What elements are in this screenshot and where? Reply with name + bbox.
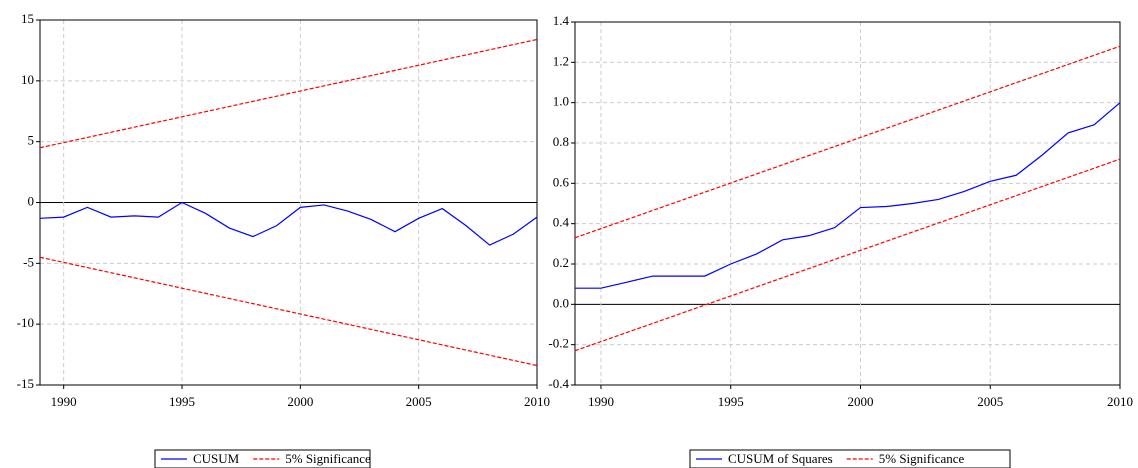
x-tick-label: 2000 — [287, 394, 313, 409]
series-line — [575, 46, 1120, 238]
y-tick-label: 0.0 — [553, 295, 569, 310]
y-tick-label: -15 — [17, 376, 34, 391]
legend-label: 5% Significance — [285, 451, 371, 466]
x-tick-label: 2005 — [977, 394, 1003, 409]
x-tick-label: 1995 — [169, 394, 195, 409]
legend-label: CUSUM of Squares — [728, 451, 833, 466]
y-tick-label: -0.4 — [548, 376, 569, 391]
series-line — [40, 203, 537, 246]
y-tick-label: 10 — [21, 72, 34, 87]
y-tick-label: -10 — [17, 315, 34, 330]
x-tick-label: 2010 — [524, 394, 550, 409]
legend-label: 5% Significance — [879, 451, 965, 466]
plot-frame — [575, 22, 1120, 385]
y-tick-label: 0.4 — [553, 215, 570, 230]
y-tick-label: 1.0 — [553, 94, 569, 109]
y-tick-label: 0.6 — [553, 174, 570, 189]
y-tick-label: 1.4 — [553, 13, 570, 28]
y-tick-label: -0.2 — [548, 336, 569, 351]
x-tick-label: 2005 — [406, 394, 432, 409]
y-tick-label: 5 — [28, 133, 35, 148]
x-tick-label: 2000 — [847, 394, 873, 409]
y-tick-label: 0 — [28, 193, 35, 208]
x-tick-label: 1990 — [51, 394, 77, 409]
x-tick-label: 1995 — [718, 394, 744, 409]
x-tick-label: 2010 — [1107, 394, 1133, 409]
series-line — [575, 103, 1120, 289]
chart: 15 10 5 0 -5 -10 -15 1990 1995 2000 2005 2010 CUSUM 5… — [0, 0, 1138, 468]
y-tick-label: -5 — [23, 254, 34, 269]
y-tick-label: 0.2 — [553, 255, 569, 270]
y-tick-label: 1.2 — [553, 53, 569, 68]
y-tick-label: 0.8 — [553, 134, 569, 149]
x-tick-label: 1990 — [588, 394, 614, 409]
y-tick-label: 15 — [21, 11, 34, 26]
legend-label: CUSUM — [193, 451, 240, 466]
series-line — [40, 257, 537, 365]
series-line — [40, 39, 537, 147]
series-line — [575, 159, 1120, 351]
